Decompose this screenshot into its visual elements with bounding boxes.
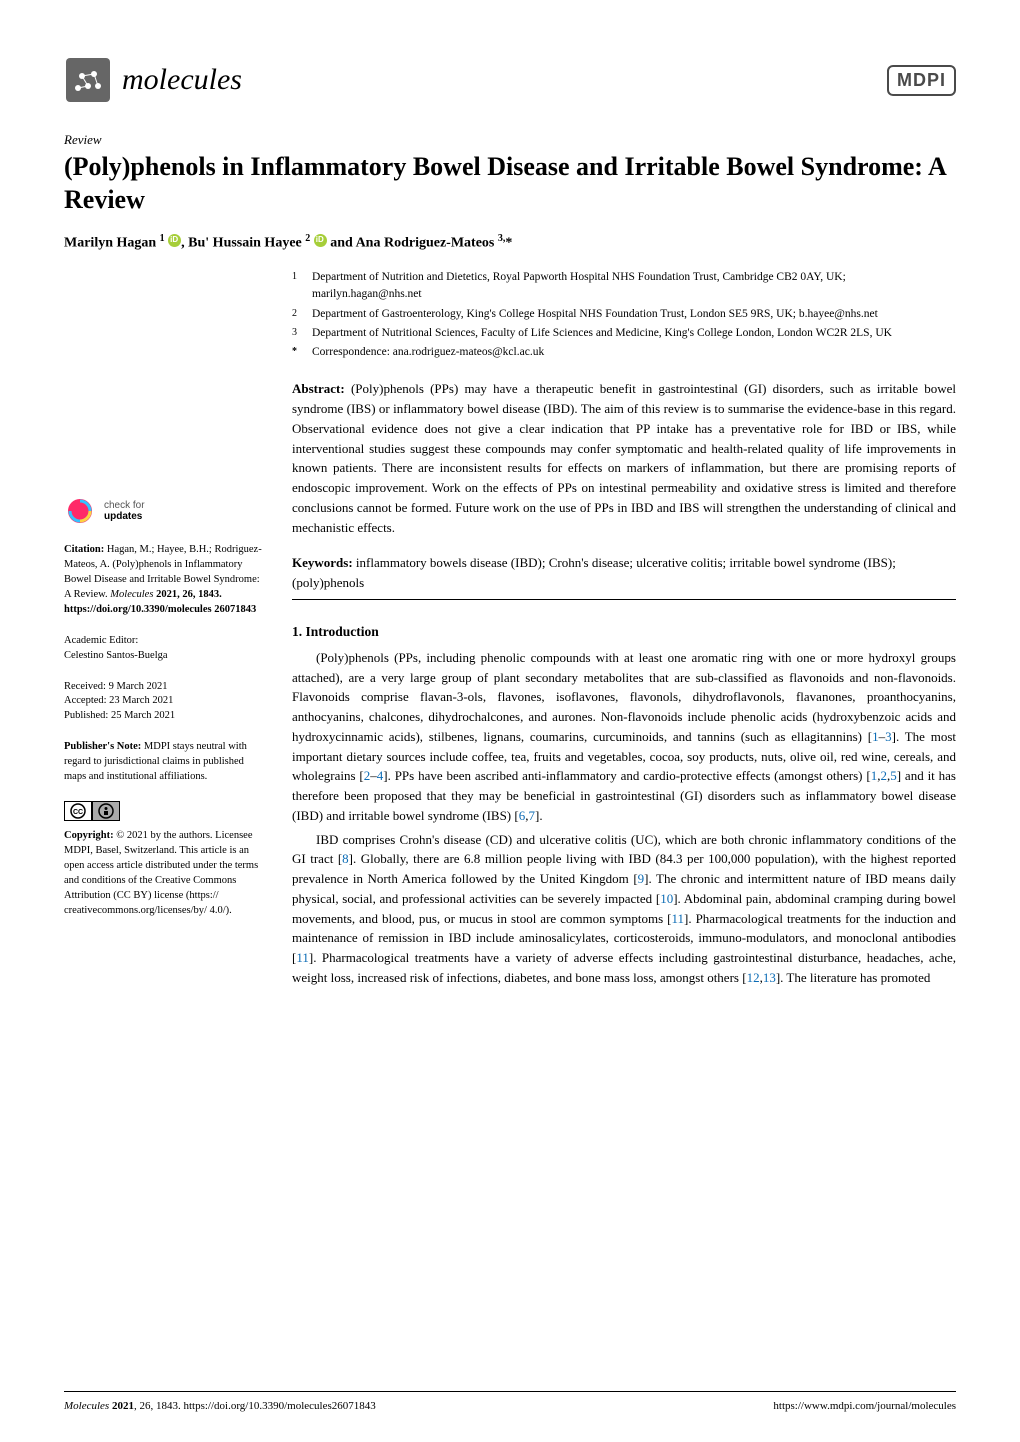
intro-para-2: IBD comprises Crohn's disease (CD) and u…: [292, 830, 956, 988]
published-date: Published: 25 March 2021: [64, 709, 264, 724]
affiliation-row: * Correspondence: ana.rodriguez-mateos@k…: [292, 344, 956, 361]
keywords: Keywords: inflammatory bowels disease (I…: [292, 553, 956, 593]
affiliation-row: 2 Department of Gastroenterology, King's…: [292, 306, 956, 323]
editor-block: Academic Editor: Celestino Santos-Buelga: [64, 634, 264, 664]
pubnote-label: Publisher's Note:: [64, 741, 141, 752]
affiliation-num: 1: [292, 269, 302, 304]
check-updates-icon: [64, 495, 96, 527]
citation-journal: Molecules: [110, 589, 153, 600]
cc-by-badge[interactable]: CC: [64, 801, 264, 821]
ref-link[interactable]: 12: [747, 970, 760, 985]
editor-name: Celestino Santos-Buelga: [64, 649, 264, 664]
abstract-label: Abstract:: [292, 381, 345, 396]
journal-name: molecules: [122, 63, 242, 97]
ref-link[interactable]: 11: [296, 950, 309, 965]
publisher-logo: MDPI: [887, 65, 956, 96]
check-l1: check for: [104, 500, 145, 511]
keywords-label: Keywords:: [292, 555, 353, 570]
editor-label: Academic Editor:: [64, 634, 264, 649]
affiliation-text: Department of Nutritional Sciences, Facu…: [312, 325, 956, 342]
para-text: ]. PPs have been ascribed anti-inflammat…: [383, 768, 870, 783]
ref-link[interactable]: 10: [660, 891, 673, 906]
para-text: ]. The literature has promoted: [776, 970, 931, 985]
para-text: ].: [535, 808, 543, 823]
copyright-block: Copyright: © 2021 by the authors. Licens…: [64, 829, 264, 918]
main-column: 1 Department of Nutrition and Dietetics,…: [292, 269, 956, 992]
affiliation-row: 3 Department of Nutritional Sciences, Fa…: [292, 325, 956, 342]
citation-block: Citation: Hagan, M.; Hayee, B.H.; Rodrig…: [64, 543, 264, 618]
intro-para-1: (Poly)phenols (PPs, including phenolic c…: [292, 648, 956, 826]
article-title: (Poly)phenols in Inflammatory Bowel Dise…: [64, 150, 956, 217]
copyright-label: Copyright:: [64, 830, 114, 841]
svg-text:CC: CC: [73, 809, 83, 816]
ref-link[interactable]: 13: [763, 970, 776, 985]
article-type: Review: [64, 132, 956, 148]
orcid-icon[interactable]: [168, 234, 181, 247]
citation-label: Citation:: [64, 544, 104, 555]
footer-doi: , 26, 1843. https://doi.org/10.3390/mole…: [134, 1400, 376, 1412]
dates-block: Received: 9 March 2021 Accepted: 23 Marc…: [64, 680, 264, 725]
copyright-text: © 2021 by the authors. Licensee MDPI, Ba…: [64, 830, 258, 916]
header: molecules MDPI: [64, 56, 956, 104]
affiliations-list: 1 Department of Nutrition and Dietetics,…: [292, 269, 956, 361]
footer-journal: Molecules: [64, 1400, 112, 1412]
abstract: Abstract: (Poly)phenols (PPs) may have a…: [292, 379, 956, 537]
check-updates-label: check for updates: [104, 500, 145, 522]
para-text: (Poly)phenols (PPs, including phenolic c…: [292, 650, 956, 744]
page-footer: Molecules 2021, 26, 1843. https://doi.or…: [64, 1391, 956, 1412]
journal-brand: molecules: [64, 56, 242, 104]
affiliation-row: 1 Department of Nutrition and Dietetics,…: [292, 269, 956, 304]
publishers-note-block: Publisher's Note: MDPI stays neutral wit…: [64, 740, 264, 785]
cc-icon: CC: [64, 801, 92, 821]
check-for-updates[interactable]: check for updates: [64, 495, 264, 527]
sidebar: check for updates Citation: Hagan, M.; H…: [64, 269, 264, 992]
ref-link[interactable]: 11: [671, 911, 684, 926]
affiliation-text: Department of Nutrition and Dietetics, R…: [312, 269, 956, 304]
affiliation-num: *: [292, 344, 302, 361]
by-icon: [92, 801, 120, 821]
abstract-text: (Poly)phenols (PPs) may have a therapeut…: [292, 381, 956, 534]
orcid-icon[interactable]: [314, 234, 327, 247]
authors-line: Marilyn Hagan 1 , Bu' Hussain Hayee 2 an…: [64, 233, 956, 252]
received-date: Received: 9 March 2021: [64, 680, 264, 695]
affiliation-num: 3: [292, 325, 302, 342]
footer-left: Molecules 2021, 26, 1843. https://doi.or…: [64, 1400, 376, 1412]
affiliation-num: 2: [292, 306, 302, 323]
keywords-text: inflammatory bowels disease (IBD); Crohn…: [292, 555, 896, 590]
journal-logo-icon: [64, 56, 112, 104]
affiliation-text: Department of Gastroenterology, King's C…: [312, 306, 956, 323]
footer-year: 2021: [112, 1400, 134, 1412]
section-heading: 1. Introduction: [292, 624, 956, 640]
affiliation-text: Correspondence: ana.rodriguez-mateos@kcl…: [312, 344, 956, 361]
keywords-rule: [292, 599, 956, 600]
footer-right[interactable]: https://www.mdpi.com/journal/molecules: [773, 1400, 956, 1412]
accepted-date: Accepted: 23 March 2021: [64, 694, 264, 709]
check-l2: updates: [104, 511, 145, 522]
